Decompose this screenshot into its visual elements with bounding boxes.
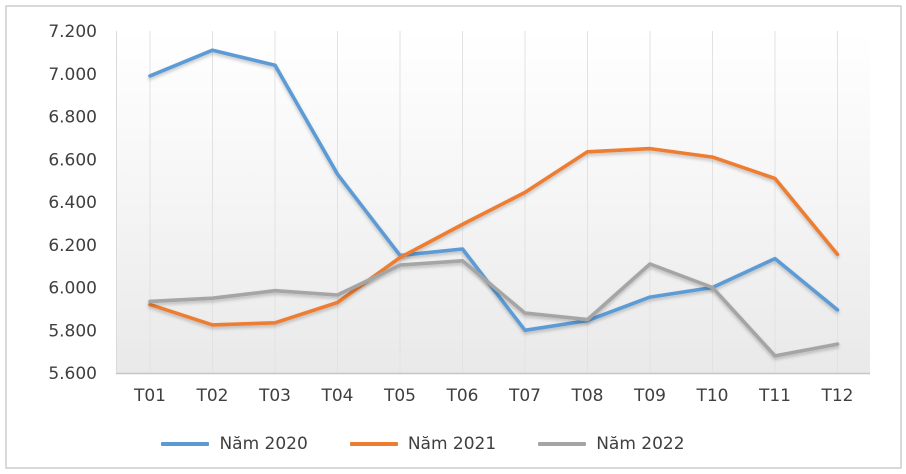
y-axis-labels: 5.600 5.800 6.000 6.200 6.400 6.600 6.800 7.000… — [48, 22, 97, 384]
legend-item-nam-2020[interactable]: Năm 2020 — [161, 434, 308, 454]
y-tick-label: 6.600 — [48, 150, 97, 170]
y-tick-label: 6.000 — [48, 279, 97, 299]
y-tick-label: 5.600 — [48, 364, 97, 384]
y-tick-label: 6.200 — [48, 236, 97, 256]
series-line-nam-2022[interactable] — [148, 258, 840, 358]
legend-line-swatch-nam-2022 — [538, 442, 587, 446]
x-tick-label: T08 — [570, 386, 603, 406]
series-line-nam-2021[interactable] — [148, 146, 840, 327]
plot-area — [116, 31, 870, 373]
x-tick-label: T09 — [633, 386, 666, 406]
x-tick-label: T01 — [133, 386, 166, 406]
gridlines — [149, 31, 838, 373]
x-tick-label: T11 — [758, 386, 791, 406]
y-tick-label: 6.800 — [48, 108, 97, 128]
legend-line-swatch-nam-2021 — [349, 442, 398, 446]
y-tick-label: 5.800 — [48, 321, 97, 341]
legend-label: Năm 2022 — [596, 434, 685, 454]
y-tick-label: 7.200 — [48, 22, 97, 42]
x-tick-label: T10 — [695, 386, 728, 406]
x-tick-label: T12 — [820, 386, 853, 406]
y-tick-label: 6.400 — [48, 193, 97, 213]
chart-legend: Năm 2020 Năm 2021 Năm 2022 — [0, 434, 846, 454]
series-line-nam-2020[interactable] — [148, 48, 840, 333]
x-tick-label: T02 — [195, 386, 228, 406]
legend-label: Năm 2021 — [407, 434, 497, 454]
legend-line-swatch-nam-2020 — [161, 442, 210, 446]
x-tick-label: T07 — [508, 386, 541, 406]
x-tick-label: T03 — [258, 386, 291, 406]
y-tick-label: 7.000 — [48, 65, 97, 85]
legend-item-nam-2021[interactable]: Năm 2021 — [349, 434, 497, 454]
x-tick-label: T05 — [383, 386, 416, 406]
x-axis-labels: T01 T02 T03 T04 T05 T06 T07 T08 T09 T10 T11 T12 — [133, 386, 854, 406]
x-tick-label: T04 — [320, 386, 353, 406]
x-tick-label: T06 — [445, 386, 478, 406]
legend-label: Năm 2020 — [219, 434, 308, 454]
legend-item-nam-2022[interactable]: Năm 2022 — [538, 434, 685, 454]
series-lines — [148, 48, 840, 358]
